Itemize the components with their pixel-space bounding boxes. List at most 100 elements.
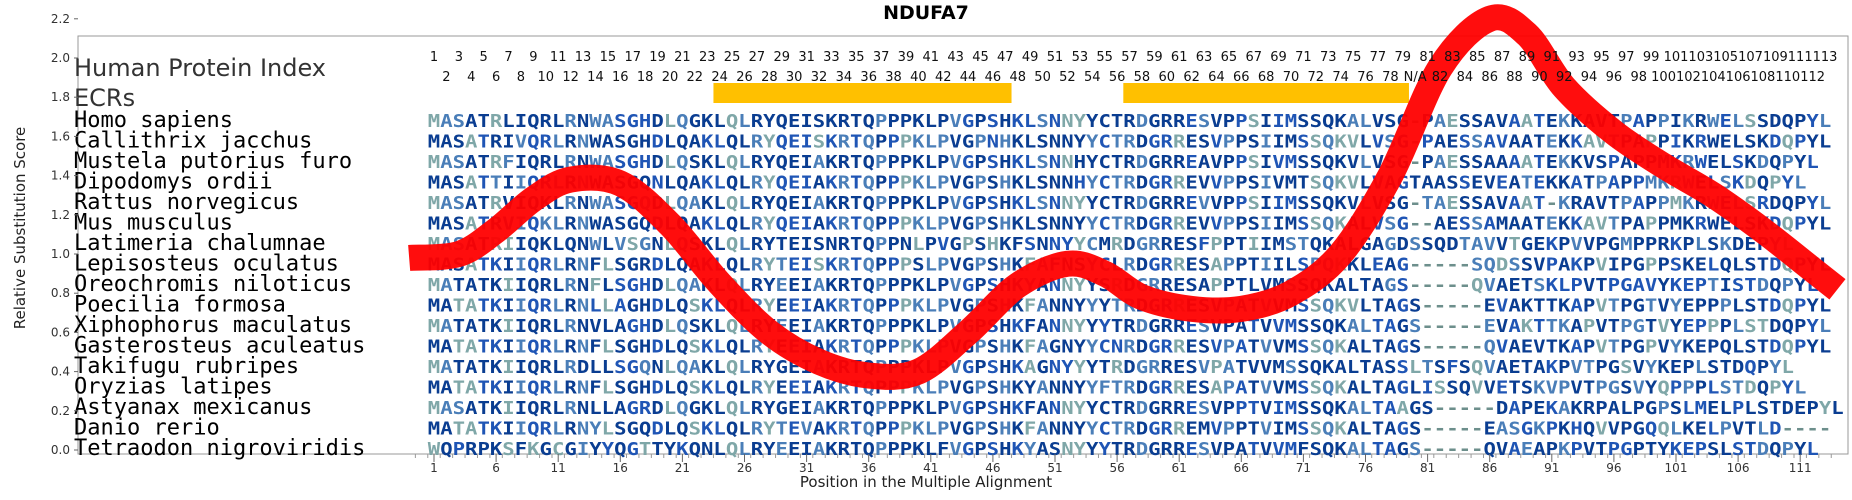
index-label-even: 52 <box>1059 70 1076 85</box>
index-label-even: 96 <box>1606 70 1623 85</box>
substitution-score-line <box>408 4 1846 390</box>
index-label-odd: 93 <box>1568 50 1585 65</box>
index-label-even: 68 <box>1258 70 1275 85</box>
index-label-odd: 103 <box>1688 50 1713 65</box>
index-label-even: 22 <box>687 70 704 85</box>
index-label-odd: 69 <box>1270 50 1287 65</box>
x-tick-label: 56 <box>1109 461 1124 475</box>
y-tick-label: 1.0 <box>51 247 70 261</box>
sequence-row: MATATKIIQRLRNFLSGHDLQSKLQLRYEEIAKRTQPPPK… <box>428 378 1807 399</box>
x-tick-label: 36 <box>861 461 876 475</box>
x-tick-label: 111 <box>1789 461 1812 475</box>
sequence-row: WQPRPKSFKGCGIYYQGTTYKQNLQLRYEEIAKRTQPPPK… <box>428 439 1819 460</box>
index-label-odd: 41 <box>923 50 940 65</box>
index-label-even: 36 <box>860 70 877 85</box>
sequence-row: MATATKIIQRLRNFLSGHDLQSKLQLRYEEIAKRTQPPPK… <box>428 337 1832 358</box>
index-label-odd: 85 <box>1469 50 1486 65</box>
x-tick-label: 26 <box>737 461 752 475</box>
index-label-odd: 33 <box>823 50 840 65</box>
index-label-even: 64 <box>1208 70 1225 85</box>
index-label-even: 18 <box>637 70 654 85</box>
index-label-even: 110 <box>1775 70 1800 85</box>
sequence-row: MATATKIIQRLRDLLSGQNLQAKLQLRYGEIAKRTQPPPK… <box>428 357 1794 378</box>
x-tick-label: 81 <box>1420 461 1435 475</box>
index-label-odd: 59 <box>1146 50 1163 65</box>
index-label-even: 70 <box>1283 70 1300 85</box>
index-label-even: 78 <box>1382 70 1399 85</box>
index-label-even: 102 <box>1676 70 1701 85</box>
index-label-even: 98 <box>1630 70 1647 85</box>
index-label-odd: 25 <box>724 50 741 65</box>
index-label-odd: 51 <box>1047 50 1064 65</box>
x-axis-label: Position in the Multiple Alignment <box>799 473 1053 491</box>
species-label: Mus musculus <box>74 211 233 236</box>
index-label-odd: 65 <box>1221 50 1238 65</box>
index-label-odd: 71 <box>1295 50 1312 65</box>
species-label: Latimeria chalumnae <box>74 231 326 256</box>
index-label-odd: 7 <box>504 50 512 65</box>
x-tick-label: 86 <box>1482 461 1497 475</box>
y-tick-label: 0.2 <box>51 404 70 418</box>
x-tick-label: 16 <box>613 461 628 475</box>
species-label: Tetraodon nigroviridis <box>74 436 365 461</box>
y-tick-label: 1.4 <box>51 169 70 183</box>
index-label-even: 48 <box>1009 70 1026 85</box>
sequence-row: MASATRFIQRLRNWASGHDLQSKLQLRYQEIAKRTQPPPK… <box>428 152 1819 173</box>
species-label: Lepisosteus oculatus <box>74 252 339 277</box>
index-label-even: 62 <box>1183 70 1200 85</box>
index-label-even: 66 <box>1233 70 1250 85</box>
index-label-even: 76 <box>1357 70 1374 85</box>
index-label-odd: 113 <box>1813 50 1838 65</box>
species-label: Takifugu rubripes <box>74 354 299 379</box>
x-tick-label: 76 <box>1358 461 1373 475</box>
index-label-even: 94 <box>1581 70 1598 85</box>
index-label-odd: 105 <box>1713 50 1738 65</box>
index-label-even: 42 <box>935 70 952 85</box>
index-label-even: 54 <box>1084 70 1101 85</box>
index-label-even: 104 <box>1701 70 1726 85</box>
x-tick-label: 101 <box>1665 461 1688 475</box>
index-label-odd: 95 <box>1593 50 1610 65</box>
chart-title: NDUFA7 <box>883 2 969 24</box>
y-tick-label: 1.8 <box>51 90 70 104</box>
index-label-odd: 81 <box>1419 50 1436 65</box>
index-label-even: 4 <box>467 70 475 85</box>
index-label-even: 6 <box>492 70 500 85</box>
index-label-even: 108 <box>1751 70 1776 85</box>
index-label-odd: 15 <box>600 50 617 65</box>
index-label-odd: 111 <box>1788 50 1813 65</box>
x-tick-label: 1 <box>430 461 438 475</box>
x-tick-label: 6 <box>492 461 500 475</box>
species-label: Callithrix jacchus <box>74 129 312 154</box>
x-tick-label: 46 <box>985 461 1000 475</box>
index-label-even: 106 <box>1726 70 1751 85</box>
x-tick-label: 96 <box>1606 461 1621 475</box>
x-tick-label: 11 <box>551 461 566 475</box>
index-label-odd: 13 <box>575 50 592 65</box>
ecr-label: ECRs <box>74 84 135 112</box>
index-label-even: 28 <box>761 70 778 85</box>
species-label: Rattus norvegicus <box>74 190 299 215</box>
index-label-even: 84 <box>1457 70 1474 85</box>
index-label-odd: 9 <box>529 50 537 65</box>
index-label-odd: 17 <box>624 50 641 65</box>
y-tick-label: 1.6 <box>51 129 70 143</box>
y-tick-label: 0.0 <box>51 443 70 457</box>
index-label-odd: 63 <box>1196 50 1213 65</box>
index-label-odd: 43 <box>947 50 964 65</box>
ecr-region-2 <box>1123 83 1409 103</box>
sequence-row: MATATKIIQRLRNVLAGHDLQSKLQLRYEEIAKRTQPPPK… <box>428 316 1832 337</box>
species-label: Danio rerio <box>74 416 220 441</box>
index-label-even: 32 <box>811 70 828 85</box>
index-label-odd: 77 <box>1370 50 1387 65</box>
x-tick-label: 91 <box>1544 461 1559 475</box>
index-label-even: 58 <box>1134 70 1151 85</box>
sequence-row: MASATKIIQRLRNFLSGRDLQAKLQLRYTEISKRTQPPPS… <box>428 255 1832 276</box>
index-label-odd: 35 <box>848 50 865 65</box>
index-label-odd: 39 <box>898 50 915 65</box>
y-tick-label: 0.4 <box>51 365 70 379</box>
index-label-even: 20 <box>662 70 679 85</box>
sequence-row: MASATRVIQKLRNWASGQDLQAKLQLRYQEIAKRTQPPPK… <box>428 214 1832 235</box>
index-label-odd: 97 <box>1618 50 1635 65</box>
index-label-even: 2 <box>442 70 450 85</box>
